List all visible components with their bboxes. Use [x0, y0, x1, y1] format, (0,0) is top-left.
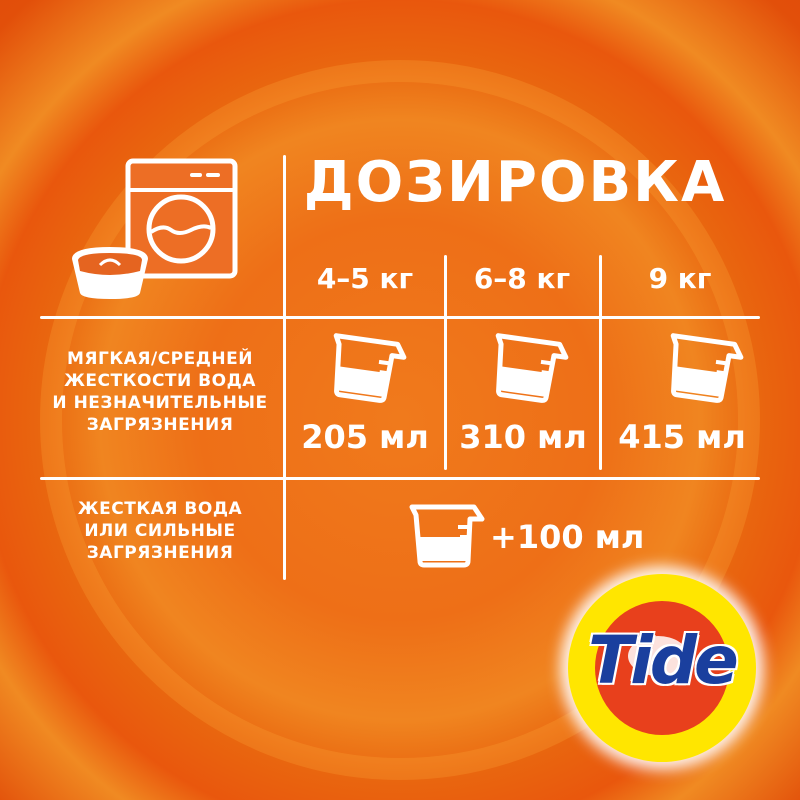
dose-value-6-8kg: 310 мл [459, 418, 587, 456]
dose-value-9kg: 415 мл [618, 418, 746, 456]
label-line: И НЕЗНАЧИТЕЛЬНЫЕ [52, 393, 268, 413]
row-label-hard-water: ЖЕСТКАЯ ВОДА ИЛИ СИЛЬНЫЕ ЗАГРЯЗНЕНИЯ [40, 498, 280, 564]
row-label-soft-water: МЯГКАЯ/СРЕДНЕЙ ЖЕСТКОСТИ ВОДА И НЕЗНАЧИТ… [40, 348, 280, 436]
grid-divider-vertical-3 [599, 255, 602, 470]
measuring-cup-icon [670, 333, 744, 403]
dose-value-4-5kg: 205 мл [301, 418, 429, 456]
column-header-2: 6–8 кг [473, 262, 571, 295]
label-line: ЖЕСТКОСТИ ВОДА [64, 371, 256, 391]
measuring-cup-icon [333, 333, 407, 403]
washing-machine-icon [125, 158, 238, 279]
label-line: ИЛИ СИЛЬНЫЕ [84, 521, 236, 541]
measuring-cup-icon [495, 333, 569, 403]
page-title: ДОЗИРОВКА [303, 150, 727, 215]
grid-divider-horizontal-1 [40, 316, 760, 319]
laundry-basin-icon [72, 247, 148, 299]
grid-divider-horizontal-2 [40, 477, 760, 480]
column-header-1: 4–5 кг [316, 262, 414, 295]
grid-divider-vertical-main [283, 155, 286, 580]
measuring-cup-icon [409, 504, 485, 568]
dose-value-hard-water: +100 мл [490, 518, 645, 556]
label-line: ЗАГРЯЗНЕНИЯ [86, 415, 234, 435]
column-header-3: 9 кг [648, 262, 712, 295]
grid-divider-vertical-2 [444, 255, 447, 470]
tide-logo: Tide [568, 574, 756, 762]
label-line: ЗАГРЯЗНЕНИЯ [86, 543, 234, 563]
label-line: ЖЕСТКАЯ ВОДА [77, 499, 243, 519]
label-line: МЯГКАЯ/СРЕДНЕЙ [67, 349, 253, 369]
tide-logo-text: Tide [588, 622, 739, 699]
